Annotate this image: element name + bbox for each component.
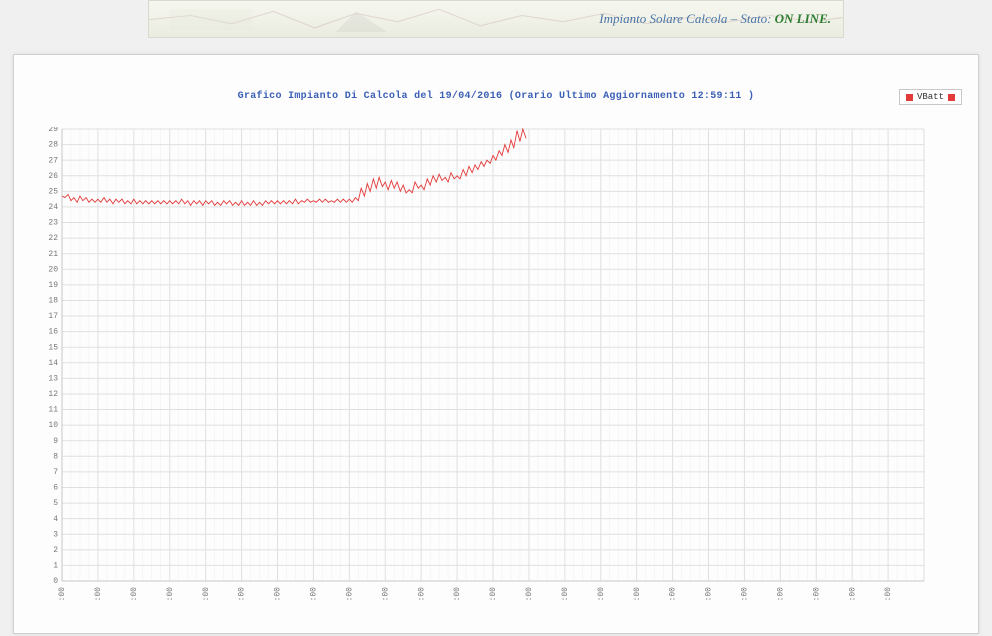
svg-text:01:00: 01:00 [94,587,103,601]
svg-text:13: 13 [48,374,58,383]
svg-text:20: 20 [48,265,58,274]
svg-text:14: 14 [48,359,58,368]
svg-text:11:00: 11:00 [453,587,462,601]
svg-text:16:00: 16:00 [633,587,642,601]
svg-text:0: 0 [53,577,58,586]
header-banner: Impianto Solare Calcola – Stato: ON LINE… [148,0,844,38]
svg-text:04:00: 04:00 [202,587,211,601]
svg-text:4: 4 [53,515,58,524]
svg-text:23: 23 [48,219,58,228]
legend-swatch-right [948,94,955,101]
svg-text:21: 21 [48,250,58,259]
svg-text:14:00: 14:00 [561,587,570,601]
svg-text:22: 22 [48,234,58,243]
svg-text:11: 11 [48,406,58,415]
svg-text:07:00: 07:00 [310,587,319,601]
plot-area: 0123456789101112131415161718192021222324… [48,127,930,601]
svg-text:00:00: 00:00 [58,587,67,601]
svg-text:24: 24 [48,203,58,212]
svg-text:23:00: 23:00 [884,587,893,601]
svg-text:17: 17 [48,312,58,321]
svg-text:2: 2 [53,546,58,555]
legend-swatch [906,94,913,101]
svg-text:3: 3 [53,530,58,539]
svg-text:26: 26 [48,172,58,181]
banner-status: ON LINE. [775,11,831,26]
chart-legend: VBatt [899,89,962,105]
svg-text:03:00: 03:00 [166,587,175,601]
svg-text:5: 5 [53,499,58,508]
svg-text:29: 29 [48,127,58,134]
chart-title: Grafico Impianto Di Calcola del 19/04/20… [14,91,978,102]
plot-svg: 0123456789101112131415161718192021222324… [48,127,930,601]
svg-text:8: 8 [53,452,58,461]
svg-text:19: 19 [48,281,58,290]
svg-text:20:00: 20:00 [776,587,785,601]
banner-label-text: Impianto Solare Calcola – Stato: [599,11,774,26]
svg-text:25: 25 [48,187,58,196]
legend-series-label: VBatt [917,92,944,102]
svg-text:6: 6 [53,484,58,493]
svg-text:7: 7 [53,468,58,477]
svg-text:09:00: 09:00 [381,587,390,601]
svg-text:12:00: 12:00 [489,587,498,601]
svg-text:19:00: 19:00 [741,587,750,601]
svg-text:18:00: 18:00 [705,587,714,601]
svg-text:05:00: 05:00 [238,587,247,601]
svg-text:28: 28 [48,141,58,150]
svg-text:9: 9 [53,437,58,446]
svg-text:15: 15 [48,343,58,352]
svg-text:21:00: 21:00 [812,587,821,601]
svg-text:22:00: 22:00 [848,587,857,601]
svg-text:18: 18 [48,297,58,306]
svg-text:08:00: 08:00 [345,587,354,601]
banner-label: Impianto Solare Calcola – Stato: ON LINE… [599,11,831,27]
chart-panel: Grafico Impianto Di Calcola del 19/04/20… [13,54,979,634]
svg-text:06:00: 06:00 [274,587,283,601]
svg-text:17:00: 17:00 [669,587,678,601]
svg-text:13:00: 13:00 [525,587,534,601]
svg-text:02:00: 02:00 [130,587,139,601]
svg-text:12: 12 [48,390,58,399]
svg-text:16: 16 [48,328,58,337]
svg-text:15:00: 15:00 [597,587,606,601]
svg-text:10:00: 10:00 [417,587,426,601]
svg-text:27: 27 [48,156,58,165]
svg-text:1: 1 [53,562,58,571]
svg-text:10: 10 [48,421,58,430]
